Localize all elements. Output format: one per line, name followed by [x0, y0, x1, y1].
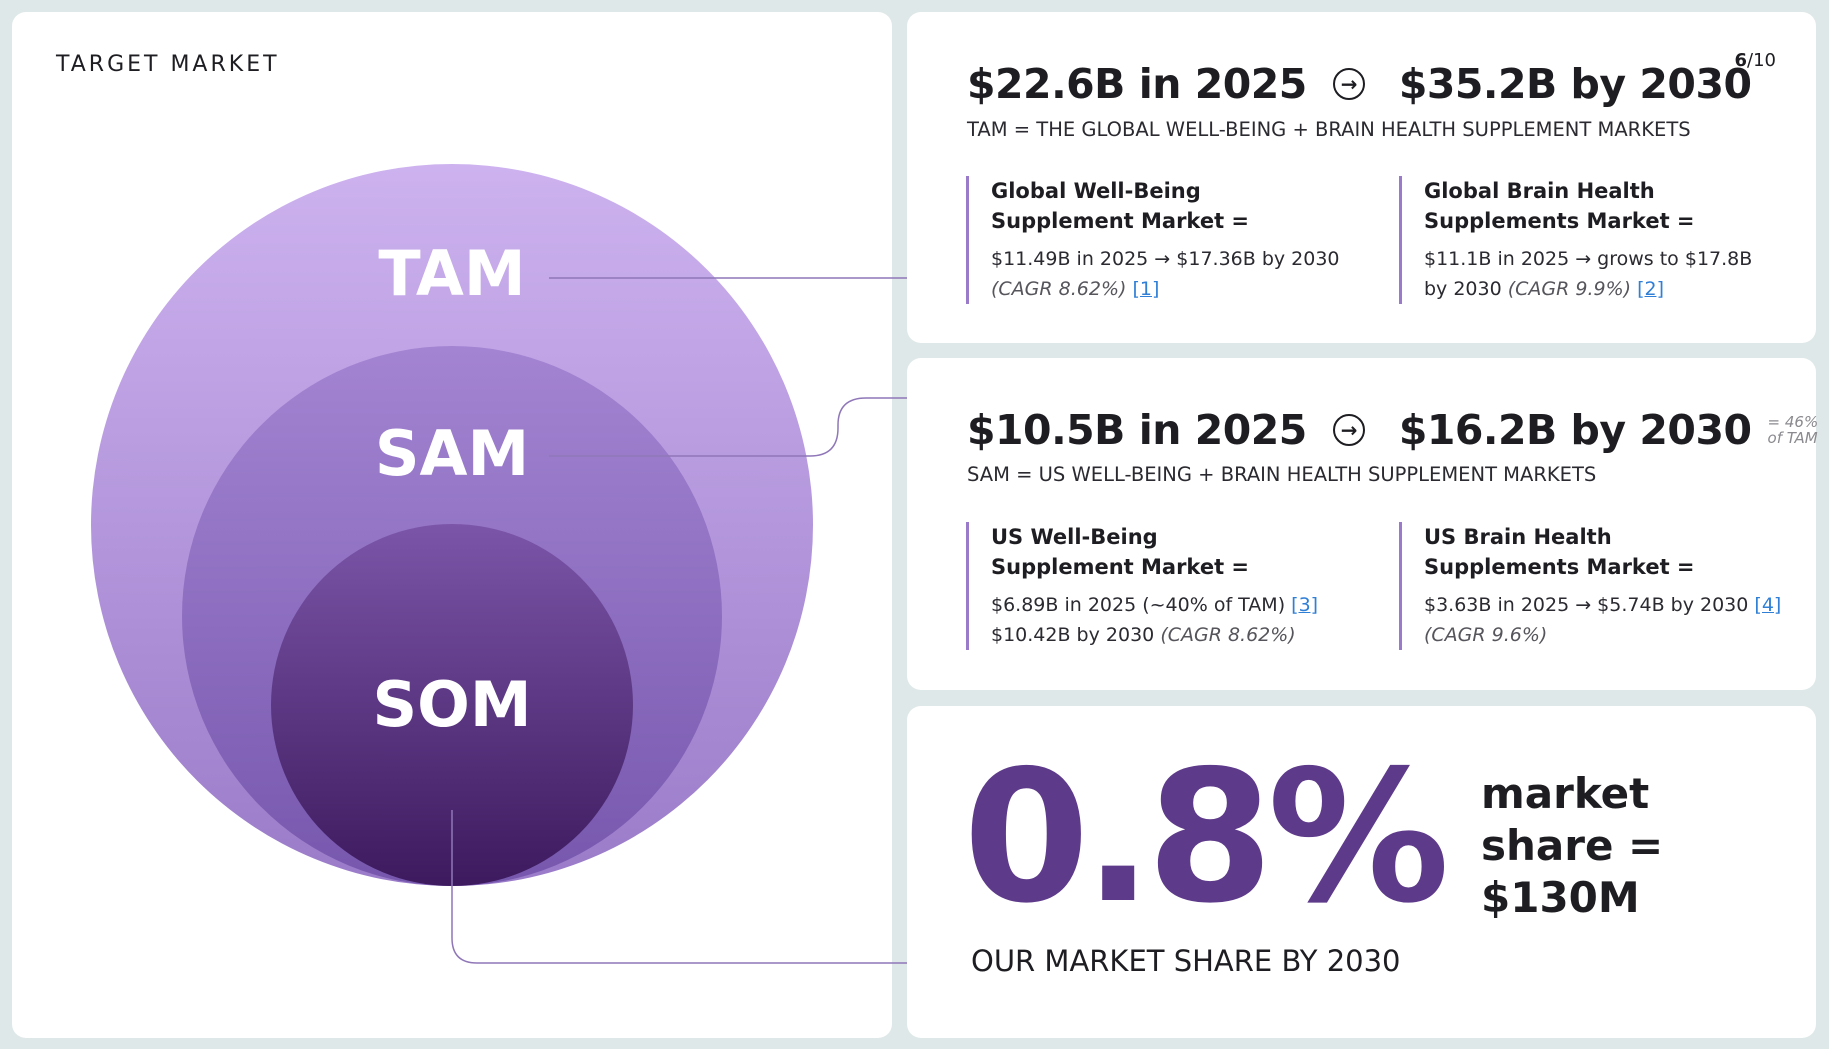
reference-link-1[interactable]: [1]: [1132, 278, 1160, 300]
tam-value-2025: $22.6B in 2025: [967, 60, 1307, 108]
arrow-right-circle-icon: →: [1332, 414, 1365, 446]
us-wellbeing-block: US Well-Being Supplement Market = $6.89B…: [966, 522, 1318, 650]
block-title: Global Brain Health Supplements Market =: [1424, 179, 1695, 233]
block-body: $11.1B in 2025 → grows to $17.8B by 2030…: [1424, 248, 1753, 300]
sam-definition: SAM = US WELL-BEING + BRAIN HEALTH SUPPL…: [967, 463, 1597, 486]
block-title: US Well-Being Supplement Market =: [991, 525, 1250, 579]
arrow-right-circle-icon: →: [1332, 68, 1365, 100]
som-market-share-value: 0.8%: [963, 731, 1450, 943]
block-body: $11.49B in 2025 → $17.36B by 2030 (CAGR …: [991, 248, 1340, 300]
som-card: 0.8% market share = $130M OUR MARKET SHA…: [907, 706, 1816, 1038]
global-brain-health-block: Global Brain Health Supplements Market =…: [1399, 176, 1752, 304]
sam-value-2030: $16.2B by 2030: [1398, 406, 1752, 454]
tam-card: 6/10 $22.6B in 2025 → $35.2B by 2030 TAM…: [907, 12, 1816, 343]
block-body: $3.63B in 2025 → $5.74B by 2030 [4] (CAG…: [1424, 594, 1782, 646]
tam-definition: TAM = THE GLOBAL WELL-BEING + BRAIN HEAL…: [967, 118, 1691, 141]
som-market-share-label: market share = $130M: [1481, 769, 1664, 922]
sam-value-2025: $10.5B in 2025: [967, 406, 1307, 454]
tam-headline: $22.6B in 2025 → $35.2B by 2030: [967, 60, 1752, 108]
us-brain-health-block: US Brain Health Supplements Market = $3.…: [1399, 522, 1781, 650]
reference-link-3[interactable]: [3]: [1291, 594, 1319, 616]
reference-link-2[interactable]: [2]: [1637, 278, 1665, 300]
block-title: Global Well-Being Supplement Market =: [991, 179, 1250, 233]
section-title: TARGET MARKET: [56, 52, 280, 77]
block-body: $6.89B in 2025 (~40% of TAM) [3] $10.42B…: [991, 594, 1319, 646]
venn-panel: TARGET MARKET: [12, 12, 892, 1038]
sam-card: $10.5B in 2025 → $16.2B by 2030 = 46% of…: [907, 358, 1818, 690]
som-caption: OUR MARKET SHARE BY 2030: [971, 944, 1401, 978]
global-wellbeing-block: Global Well-Being Supplement Market = $1…: [966, 176, 1340, 304]
tam-value-2030: $35.2B by 2030: [1398, 60, 1752, 108]
block-title: US Brain Health Supplements Market =: [1424, 525, 1695, 579]
reference-link-4[interactable]: [4]: [1754, 594, 1782, 616]
sam-share-of-tam: = 46% of TAM: [1767, 413, 1819, 447]
page-number: 6/10: [1734, 50, 1777, 71]
sam-headline: $10.5B in 2025 → $16.2B by 2030 = 46% of…: [967, 406, 1818, 454]
